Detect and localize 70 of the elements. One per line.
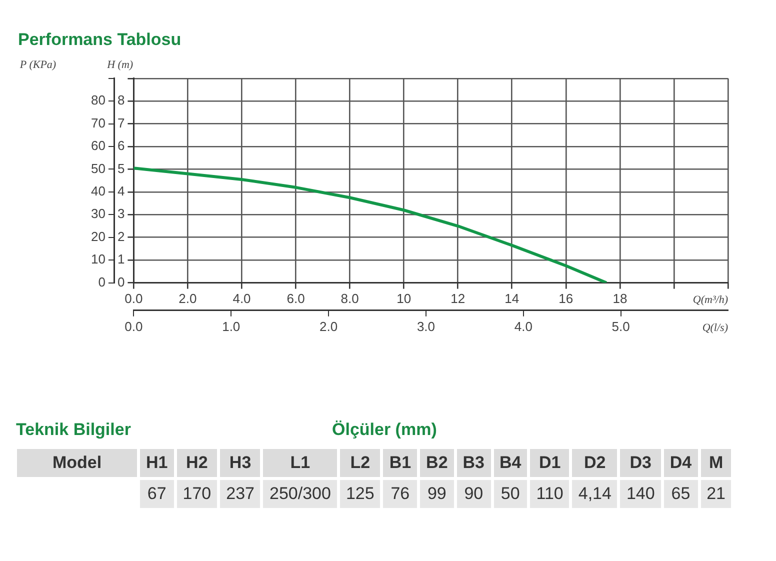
x-tick-label: 6.0	[286, 291, 305, 306]
category-label: L1	[263, 449, 337, 477]
category-label: D3	[620, 449, 661, 477]
text: 65	[671, 484, 690, 503]
x-tick-label: 10	[396, 291, 412, 306]
y-axis-title: H (m)	[106, 58, 134, 71]
text: 76	[390, 484, 410, 503]
y-tick-label: 6	[117, 138, 125, 154]
y2-tick-label: 40	[90, 184, 106, 199]
x-axis-title: Q(m³/h)	[692, 294, 728, 306]
text: 99	[427, 484, 446, 503]
y2-tick-label: 70	[90, 115, 106, 130]
text: 50	[500, 484, 520, 503]
y2-tick-label: 20	[90, 228, 106, 244]
category-label: B1	[383, 449, 418, 477]
x2-axis-title: Q(l/s)	[702, 322, 728, 334]
x-tick-label: 12	[450, 291, 466, 306]
text: 170	[182, 484, 212, 503]
text: 237	[226, 484, 254, 503]
category-label: H1	[140, 449, 174, 477]
y-tick-label: 1	[117, 252, 125, 267]
x-tick-label: 18	[612, 291, 628, 306]
x-tick-label: 2.0	[178, 291, 197, 306]
x2-tick-label: 4.0	[514, 318, 532, 334]
y-tick-label: 5	[117, 160, 125, 176]
text: 21	[706, 484, 726, 503]
x-tick-label: 16	[558, 291, 574, 306]
text: 110	[536, 484, 564, 503]
x2-tick-label: 5.0	[612, 318, 630, 334]
y2-axis-title: P (KPa)	[18, 58, 56, 71]
x2-tick-label: 0.0	[124, 318, 143, 334]
y-tick-label: 4	[117, 184, 125, 199]
x2-tick-label: 2.0	[320, 318, 338, 334]
category-label: D4	[664, 449, 698, 477]
y2-tick-label: 0	[98, 274, 106, 290]
x-tick-label: 14	[504, 291, 520, 306]
text: 67	[147, 484, 166, 503]
category-label: H2	[176, 449, 218, 477]
category-label: Model	[17, 449, 137, 477]
chart-title: Performans Tablosu	[18, 30, 182, 49]
text: 4,14	[578, 484, 612, 503]
x-tick-label: 4.0	[232, 291, 251, 306]
y-tick-label: 8	[117, 92, 125, 108]
x-tick-label: 8.0	[340, 291, 359, 306]
y-tick-label: 7	[117, 115, 125, 130]
text: 140	[626, 484, 655, 503]
x-tick-label: 0.0	[124, 291, 143, 306]
y-tick-label: 0	[117, 274, 125, 290]
text: 250/300	[269, 484, 331, 503]
text: Ölçüler (mm)	[332, 420, 437, 440]
y-tick-label: 2	[117, 228, 125, 244]
x2-tick-label: 3.0	[416, 318, 436, 334]
y2-tick-label: 30	[90, 206, 106, 222]
category-label: B3	[456, 449, 491, 477]
y2-tick-label: 10	[90, 252, 106, 267]
y-tick-label: 3	[117, 206, 125, 222]
category-label: D2	[572, 449, 618, 477]
text: 125	[346, 484, 374, 503]
category-label: L2	[340, 449, 380, 477]
category-label: B2	[420, 449, 454, 477]
y2-tick-label: 80	[90, 92, 106, 108]
x2-tick-label: 1.0	[222, 318, 240, 334]
category-label: H3	[220, 449, 260, 477]
category-label: B4	[494, 449, 528, 477]
category-label: D1	[530, 449, 570, 477]
category-label: M	[700, 449, 732, 477]
text: 90	[464, 484, 484, 503]
y2-tick-label: 50	[90, 160, 106, 176]
y2-tick-label: 60	[90, 138, 106, 154]
text: Teknik Bilgiler	[16, 420, 131, 440]
